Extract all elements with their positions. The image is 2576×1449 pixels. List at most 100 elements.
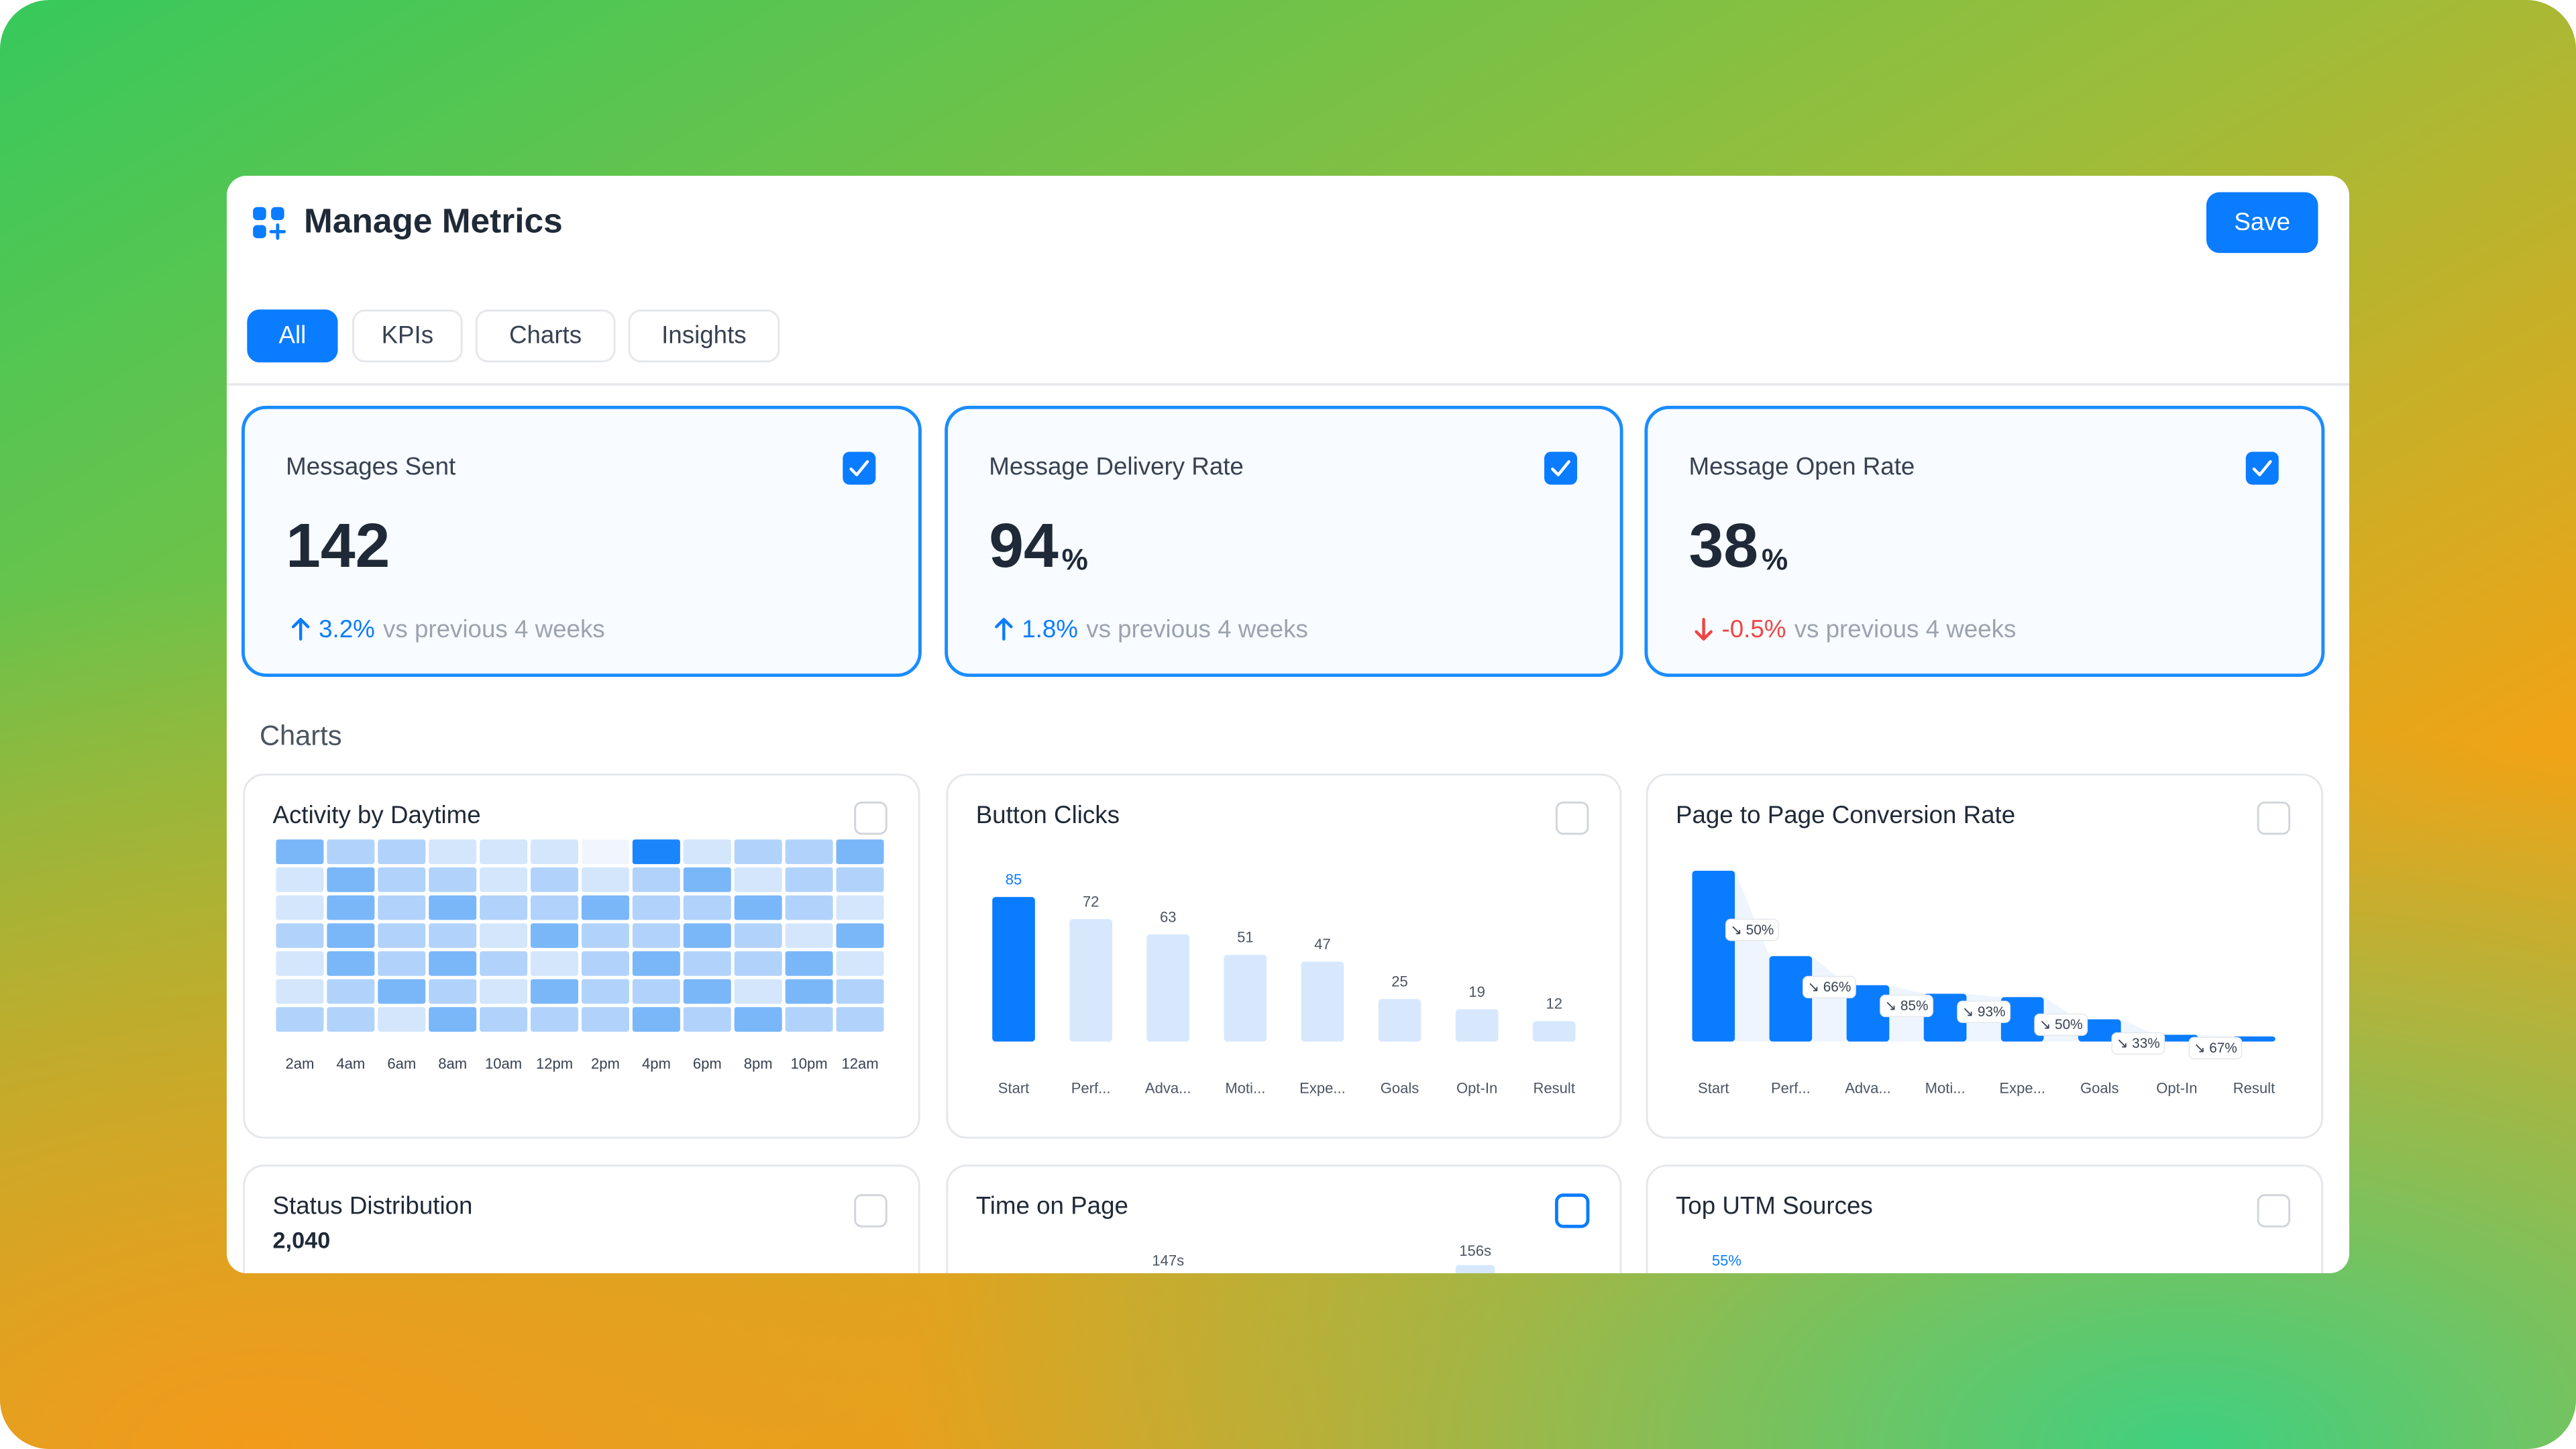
heatmap-cell — [632, 839, 680, 865]
tab-label[interactable]: KPIs — [382, 321, 434, 349]
checkmark[interactable] — [2252, 460, 2272, 476]
heatmap-cell — [734, 867, 782, 892]
chart-title: Page to Page Conversion Rate — [1676, 801, 2015, 828]
data-label: 19 — [1468, 983, 1485, 1000]
rate-label: ↘ 93% — [1962, 1004, 2006, 1020]
heatmap-cell — [581, 895, 629, 920]
funnel-bar — [2000, 997, 2044, 1042]
funnel-bar — [2078, 1019, 2121, 1042]
rate-badge — [1880, 994, 1933, 1018]
rate-badge — [1957, 1000, 2011, 1024]
funnel-bar — [2155, 1034, 2198, 1042]
save-button-label[interactable]: Save — [2234, 208, 2290, 235]
checkbox[interactable] — [2245, 451, 2279, 485]
kpi-title: Message Open Rate — [1689, 453, 1915, 480]
kpi-card[interactable] — [1644, 405, 2325, 677]
tab-label[interactable]: Charts — [509, 321, 582, 349]
app-icon — [253, 207, 286, 240]
heatmap-cell — [531, 867, 579, 892]
heatmap-cell — [327, 1007, 375, 1032]
heatmap-cell — [785, 951, 833, 976]
chart-card[interactable] — [243, 1165, 920, 1363]
data-label: 51 — [1237, 929, 1254, 946]
checkbox[interactable] — [1544, 451, 1578, 485]
checkmark[interactable] — [849, 460, 869, 476]
kpi-card[interactable] — [945, 405, 1623, 677]
heatmap-cell — [531, 951, 579, 976]
checkbox[interactable] — [2257, 801, 2291, 835]
x-tick-label: Result — [1534, 1080, 1575, 1097]
kpi-title: Messages Sent — [286, 453, 455, 480]
heatmap-cell — [581, 951, 629, 976]
checkbox[interactable] — [1555, 801, 1589, 835]
chart-title: Activity by Daytime — [273, 801, 481, 828]
tab[interactable] — [628, 309, 780, 363]
bar — [1378, 999, 1421, 1042]
tab[interactable] — [247, 309, 338, 363]
heatmap-cell — [683, 839, 731, 865]
chart-card[interactable] — [1646, 1165, 2324, 1363]
heatmap-cell — [683, 923, 731, 949]
heatmap-cell — [581, 867, 629, 892]
heatmap-cell — [480, 923, 528, 949]
checkbox[interactable] — [1554, 1193, 1590, 1228]
heatmap-cell — [531, 979, 579, 1004]
kpi-unit: % — [1062, 543, 1088, 576]
x-tick-label: Opt-In — [1456, 1080, 1497, 1097]
checkbox[interactable] — [843, 451, 876, 485]
kpi-title: Message Delivery Rate — [989, 453, 1244, 480]
heatmap-cell — [276, 951, 324, 976]
save-button[interactable] — [2206, 192, 2318, 254]
data-label: 63 — [1160, 908, 1177, 925]
x-tick-label: Goals — [1381, 1080, 1419, 1097]
heatmap-cell — [378, 923, 426, 949]
bar — [1455, 1009, 1499, 1042]
heatmap-cell — [785, 979, 833, 1004]
checkbox[interactable] — [854, 801, 888, 835]
heatmap-cell — [480, 867, 528, 892]
x-tick-label: Expe... — [1999, 1080, 2045, 1097]
heatmap-cell — [429, 839, 477, 865]
tab[interactable] — [352, 309, 463, 363]
data-label: 12 — [1546, 996, 1562, 1012]
heatmap-cell — [785, 923, 833, 949]
chart-card[interactable] — [946, 1165, 1622, 1363]
heatmap-cell — [734, 1007, 782, 1032]
bar-top — [1455, 1265, 1495, 1273]
x-tick-label: 8pm — [744, 1055, 773, 1072]
heatmap-cell — [531, 839, 579, 865]
heatmap-cell — [276, 867, 324, 892]
x-tick-label: 2pm — [591, 1055, 620, 1072]
bar — [992, 897, 1035, 1042]
funnel-bar — [1692, 870, 1735, 1042]
x-tick-label: 10pm — [791, 1055, 828, 1072]
x-tick-label: Adva... — [1845, 1080, 1891, 1097]
heatmap-cell — [531, 895, 579, 920]
chart-title: Button Clicks — [976, 801, 1120, 828]
heatmap-cell — [327, 839, 375, 865]
tab-label[interactable]: Insights — [661, 321, 747, 349]
kpi-card[interactable] — [241, 405, 922, 677]
heatmap-cell — [785, 839, 833, 865]
heatmap-cell — [785, 895, 833, 920]
funnel-connector — [1735, 870, 1770, 1042]
trend-arrow — [291, 618, 310, 641]
rate-badge — [1725, 918, 1779, 941]
heatmap-cell — [683, 895, 731, 920]
checkmark[interactable] — [1551, 460, 1570, 476]
chart-card[interactable] — [946, 773, 1622, 1139]
heatmap-cell — [836, 867, 884, 892]
x-tick-label: 6pm — [693, 1055, 722, 1072]
kpi-comparison: vs previous 4 weeks — [1086, 615, 1308, 643]
x-tick-label: Start — [998, 1080, 1030, 1097]
x-tick-label: 4am — [336, 1055, 365, 1072]
tab-label[interactable]: All — [279, 321, 307, 349]
heatmap-cell — [378, 895, 426, 920]
tab[interactable] — [475, 309, 616, 363]
x-tick-label: 4pm — [642, 1055, 671, 1072]
heatmap-cell — [632, 1007, 680, 1032]
checkbox[interactable] — [2257, 1194, 2291, 1228]
checkbox[interactable] — [854, 1194, 888, 1228]
heatmap-cell — [327, 923, 375, 949]
